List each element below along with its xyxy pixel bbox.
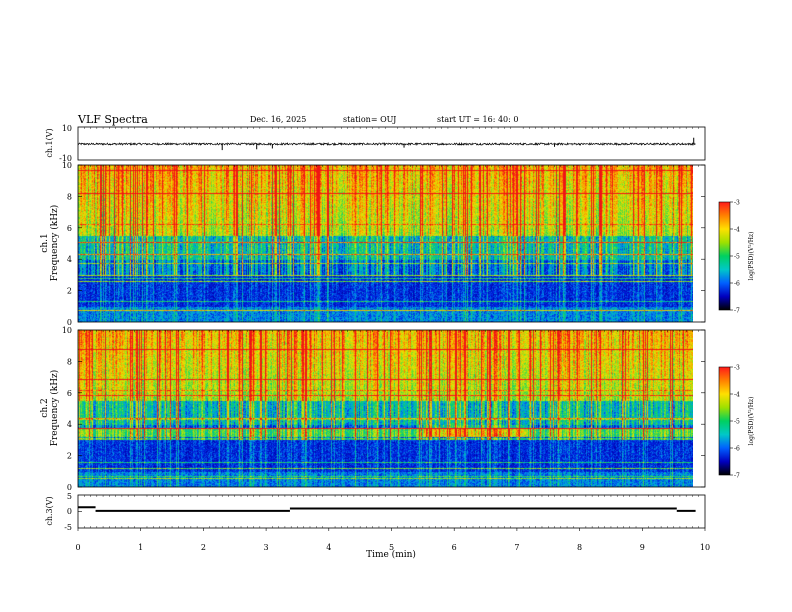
colorbar-tick-label: -4 bbox=[734, 392, 740, 399]
ch2-frequency-ticks: 0 2 4 6 8 10 bbox=[62, 326, 705, 492]
ch1-ytick-bottom: -10 bbox=[59, 154, 72, 163]
ch1-colorbar-gradient bbox=[718, 201, 731, 311]
colorbar-tick-label: -6 bbox=[734, 446, 740, 453]
colorbar-tick-label: -7 bbox=[734, 308, 740, 315]
ch1-waveform-ylabel: ch.1(V) bbox=[45, 128, 54, 157]
ch3-waveform-ylabel: ch.3(V) bbox=[45, 496, 54, 525]
ch3-ytick-bottom: -5 bbox=[64, 523, 72, 532]
freq-tick-label: 10 bbox=[62, 326, 72, 335]
ch1-colorbar-ticks: -3 -4 -5 -6 -7 bbox=[730, 200, 740, 315]
time-axis-label: Time (min) bbox=[366, 549, 416, 560]
ch1-waveform-plot bbox=[77, 137, 696, 151]
freq-tick-label: 0 bbox=[67, 318, 72, 327]
time-axis-ticks: 0 1 2 3 4 5 6 7 8 9 10 bbox=[75, 127, 710, 552]
colorbar-tick-label: -7 bbox=[734, 473, 740, 480]
ch1-frequency-ticks: 0 2 4 6 8 10 bbox=[62, 161, 705, 327]
time-tick-label: 1 bbox=[138, 543, 143, 552]
ch2-spectrogram-frame bbox=[77, 329, 706, 488]
ch1-waveform-line bbox=[77, 141, 696, 147]
ch1-ytick-top: 10 bbox=[62, 124, 72, 133]
freq-tick-label: 8 bbox=[67, 192, 72, 201]
time-tick-label: 7 bbox=[514, 543, 519, 552]
colorbar-tick-label: -3 bbox=[734, 200, 740, 207]
ch1-spectrogram-ylabel: ch.1 bbox=[40, 233, 50, 252]
time-tick-label: 4 bbox=[326, 543, 331, 552]
time-tick-label: 3 bbox=[264, 543, 269, 552]
time-tick-label: 10 bbox=[700, 543, 710, 552]
freq-tick-label: 2 bbox=[67, 287, 72, 296]
colorbar-tick-label: -4 bbox=[734, 227, 740, 234]
ch2-colorbar: -3 -4 -5 -6 -7 log(PSD)(V²/Hz) bbox=[718, 365, 755, 480]
ch3-waveform-panel: 5 0 -5 ch.3(V) 0 1 2 3 4 5 6 7 8 9 10 Time (min) bbox=[45, 127, 710, 560]
freq-tick-label: 8 bbox=[67, 357, 72, 366]
freq-tick-label: 10 bbox=[62, 161, 72, 170]
freq-tick-label: 0 bbox=[67, 483, 72, 492]
ch1-colorbar-label: log(PSD)(V²/Hz) bbox=[748, 232, 755, 281]
time-tick-label: 0 bbox=[75, 543, 80, 552]
freq-tick-label: 6 bbox=[67, 389, 72, 398]
ch2-spectrogram-image bbox=[78, 330, 693, 487]
colorbar-tick-label: -5 bbox=[734, 254, 740, 261]
ch2-spectrogram-ylabel: ch.2 bbox=[40, 398, 50, 417]
time-tick-label: 2 bbox=[201, 543, 206, 552]
ch2-colorbar-gradient bbox=[718, 366, 731, 476]
ch1-frequency-axis-label: Frequency (kHz) bbox=[49, 205, 60, 282]
start-time-label: start UT = 16: 40: 0 bbox=[437, 115, 518, 124]
ch1-spectrogram-panel: 0 2 4 6 8 10 ch.1 Frequency (kHz) bbox=[40, 161, 706, 327]
station-label: station= OUJ bbox=[343, 115, 396, 124]
ch3-ytick-top: 5 bbox=[67, 492, 72, 501]
ch3-ytick-middle: 0 bbox=[67, 507, 72, 516]
freq-tick-label: 4 bbox=[67, 255, 72, 264]
time-tick-label: 9 bbox=[640, 543, 645, 552]
figure-title: VLF Spectra bbox=[77, 113, 148, 126]
freq-tick-label: 6 bbox=[67, 224, 72, 233]
ch2-colorbar-ticks: -3 -4 -5 -6 -7 bbox=[730, 365, 740, 480]
ch2-spectrogram-panel: 0 2 4 6 8 10 ch.2 Frequency (kHz) bbox=[40, 326, 706, 492]
colorbar-tick-label: -3 bbox=[734, 365, 740, 372]
freq-tick-label: 4 bbox=[67, 420, 72, 429]
colorbar-tick-label: -6 bbox=[734, 281, 740, 288]
time-tick-label: 6 bbox=[452, 543, 457, 552]
ch1-colorbar: -3 -4 -5 -6 -7 log(PSD)(V²/Hz) bbox=[718, 200, 755, 315]
colorbar-tick-label: -5 bbox=[734, 419, 740, 426]
ch2-frequency-axis-label: Frequency (kHz) bbox=[49, 370, 60, 447]
date-label: Dec. 16, 2025 bbox=[250, 115, 306, 124]
ch3-waveform-plot bbox=[78, 506, 696, 512]
freq-tick-label: 2 bbox=[67, 452, 72, 461]
ch1-spectrogram-frame bbox=[77, 164, 706, 323]
ch1-spectrogram-image bbox=[78, 165, 693, 322]
time-tick-label: 5 bbox=[389, 543, 394, 552]
ch2-colorbar-label: log(PSD)(V²/Hz) bbox=[748, 397, 755, 446]
ch1-waveform-panel: 10 -10 ch.1(V) bbox=[45, 124, 706, 163]
time-tick-label: 8 bbox=[577, 543, 582, 552]
